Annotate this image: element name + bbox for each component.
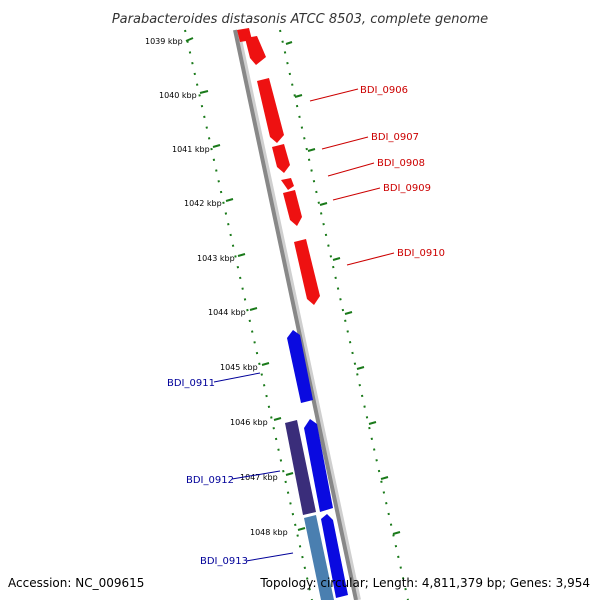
gene-arrow-red[interactable] [281, 178, 294, 190]
gene-label-bdi-0911[interactable]: BDI_0911 [167, 378, 215, 389]
tick-label: 1041 kbp [172, 145, 210, 154]
gene-label-bdi-0910[interactable]: BDI_0910 [397, 248, 445, 259]
gene-label-bdi-0912[interactable]: BDI_0912 [186, 475, 234, 486]
tick-label: 1042 kbp [184, 199, 222, 208]
gene-label-bdi-0906[interactable]: BDI_0906 [360, 85, 408, 96]
gene-arrow-red[interactable] [272, 144, 290, 173]
genome-summary-text: Topology: circular; Length: 4,811,379 bp… [259, 576, 590, 590]
label-leader [332, 187, 381, 201]
label-leader [309, 88, 359, 102]
genome-backbone [233, 29, 358, 600]
label-leader [245, 552, 294, 562]
tick-1043: 1043 kbp [197, 253, 341, 263]
label-leader [231, 470, 281, 480]
gene-arrow-red[interactable] [294, 239, 320, 305]
tick-label: 1048 kbp [250, 528, 288, 537]
gene-label-bdi-0907[interactable]: BDI_0907 [371, 132, 419, 143]
gene-arrow-red[interactable] [283, 190, 302, 226]
reverse-strand-genes [285, 330, 348, 600]
tick-label: 1043 kbp [197, 254, 235, 263]
genome-title: Parabacteroides distasonis ATCC 8503, co… [112, 12, 488, 27]
tick-label: 1044 kbp [208, 308, 246, 317]
gene-arrow-dark[interactable] [285, 420, 316, 515]
kbp-ticks: 1039 kbp 1040 kbp 1041 kbp 1042 kbp 1043… [145, 37, 401, 537]
gene-arrow-red[interactable] [257, 78, 284, 143]
gene-label-bdi-0908[interactable]: BDI_0908 [377, 158, 425, 169]
accession-text: Accession: NC_009615 [8, 576, 144, 590]
gene-arrow-blue[interactable] [287, 330, 313, 403]
forward-gene-labels: BDI_0906 BDI_0907 BDI_0908 BDI_0909 BDI_… [309, 85, 445, 266]
tick-1039: 1039 kbp [145, 37, 293, 46]
tick-label: 1047 kbp [240, 473, 278, 482]
tick-1048: 1048 kbp [250, 527, 401, 537]
tick-1045: 1045 kbp [220, 362, 365, 372]
tick-1042: 1042 kbp [184, 198, 328, 208]
tick-label: 1046 kbp [230, 418, 268, 427]
label-leader [213, 372, 261, 383]
tick-1041: 1041 kbp [172, 144, 316, 154]
gene-label-bdi-0909[interactable]: BDI_0909 [383, 183, 431, 194]
tick-label: 1040 kbp [159, 91, 197, 100]
tick-label: 1045 kbp [220, 363, 258, 372]
tick-1046: 1046 kbp [230, 417, 377, 427]
gene-arrow-steel[interactable] [304, 515, 334, 600]
label-leader [327, 162, 375, 177]
label-leader [321, 136, 369, 150]
gene-arrow-blue[interactable] [321, 514, 348, 598]
reverse-gene-labels: BDI_0911 BDI_0912 BDI_0913 [167, 372, 294, 567]
tick-1040: 1040 kbp [159, 90, 303, 100]
gene-label-bdi-0913[interactable]: BDI_0913 [200, 556, 248, 567]
tick-label: 1039 kbp [145, 37, 183, 46]
inner-tick-ring [184, 29, 313, 600]
label-leader [346, 252, 395, 266]
tick-1047: 1047 kbp [240, 472, 389, 482]
gene-arrow-red[interactable] [245, 36, 266, 65]
tick-1044: 1044 kbp [208, 307, 353, 317]
gene-arrow-blue[interactable] [304, 419, 333, 512]
forward-strand-genes [237, 28, 320, 305]
